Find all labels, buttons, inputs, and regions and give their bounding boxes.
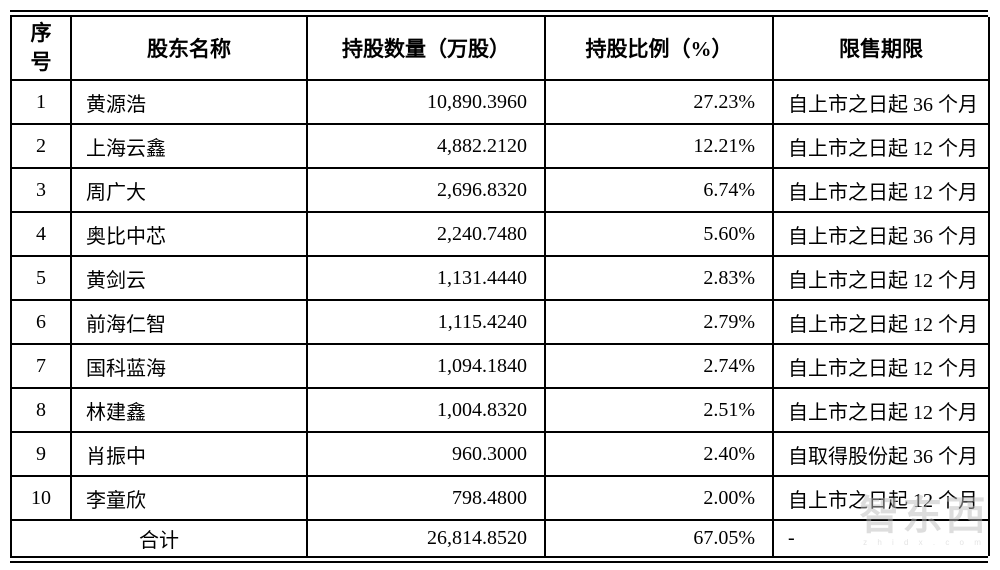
- cell-shares-held: 1,131.4440: [306, 255, 546, 301]
- table-row: 1 黄源浩 10,890.3960 27.23% 自上市之日起 36 个月: [10, 79, 990, 125]
- cell-shares-held: 2,240.7480: [306, 211, 546, 257]
- table-total-row: 合计 26,814.8520 67.05% -: [10, 519, 990, 556]
- cell-shares-held: 960.3000: [306, 431, 546, 477]
- cell-shareholder-name: 上海云鑫: [70, 123, 308, 169]
- cell-share-ratio: 5.60%: [544, 211, 774, 257]
- cell-shareholder-name: 林建鑫: [70, 387, 308, 433]
- cell-share-ratio: 2.79%: [544, 299, 774, 345]
- cell-share-ratio: 2.83%: [544, 255, 774, 301]
- table-row: 9 肖振中 960.3000 2.40% 自取得股份起 36 个月: [10, 431, 990, 477]
- cell-lockup-period: 自上市之日起 12 个月: [772, 299, 990, 345]
- cell-share-ratio: 12.21%: [544, 123, 774, 169]
- cell-lockup-period: 自上市之日起 36 个月: [772, 79, 990, 125]
- table-row: 10 李童欣 798.4800 2.00% 自上市之日起 12 个月: [10, 475, 990, 521]
- cell-shareholder-name: 李童欣: [70, 475, 308, 521]
- table-header-row: 序号 股东名称 持股数量（万股） 持股比例（%） 限售期限: [10, 17, 990, 81]
- cell-total-ratio: 67.05%: [544, 519, 774, 556]
- header-cell-lockup-period: 限售期限: [772, 17, 990, 81]
- table-row: 2 上海云鑫 4,882.2120 12.21% 自上市之日起 12 个月: [10, 123, 990, 169]
- table-row: 4 奥比中芯 2,240.7480 5.60% 自上市之日起 36 个月: [10, 211, 990, 257]
- cell-lockup-period: 自上市之日起 12 个月: [772, 123, 990, 169]
- cell-shareholder-name: 前海仁智: [70, 299, 308, 345]
- cell-shareholder-name: 黄源浩: [70, 79, 308, 125]
- cell-lockup-period: 自上市之日起 12 个月: [772, 387, 990, 433]
- header-cell-serial: 序号: [10, 17, 72, 81]
- header-serial-label: 序号: [30, 20, 52, 74]
- cell-share-ratio: 6.74%: [544, 167, 774, 213]
- cell-serial: 2: [10, 123, 72, 169]
- cell-serial: 9: [10, 431, 72, 477]
- cell-serial: 1: [10, 79, 72, 125]
- cell-serial: 7: [10, 343, 72, 389]
- table-row: 7 国科蓝海 1,094.1840 2.74% 自上市之日起 12 个月: [10, 343, 990, 389]
- cell-shares-held: 798.4800: [306, 475, 546, 521]
- shareholder-table: 序号 股东名称 持股数量（万股） 持股比例（%） 限售期限 1 黄源浩 10,8…: [10, 17, 990, 556]
- table-row: 5 黄剑云 1,131.4440 2.83% 自上市之日起 12 个月: [10, 255, 990, 301]
- cell-shareholder-name: 周广大: [70, 167, 308, 213]
- cell-shares-held: 10,890.3960: [306, 79, 546, 125]
- cell-serial: 5: [10, 255, 72, 301]
- cell-shares-held: 1,094.1840: [306, 343, 546, 389]
- cell-share-ratio: 2.40%: [544, 431, 774, 477]
- cell-shareholder-name: 黄剑云: [70, 255, 308, 301]
- cell-share-ratio: 27.23%: [544, 79, 774, 125]
- cell-lockup-period: 自取得股份起 36 个月: [772, 431, 990, 477]
- cell-shares-held: 1,115.4240: [306, 299, 546, 345]
- cell-lockup-period: 自上市之日起 12 个月: [772, 167, 990, 213]
- cell-shares-held: 2,696.8320: [306, 167, 546, 213]
- cell-lockup-period: 自上市之日起 12 个月: [772, 343, 990, 389]
- cell-serial: 3: [10, 167, 72, 213]
- header-cell-shareholder-name: 股东名称: [70, 17, 308, 81]
- cell-serial: 4: [10, 211, 72, 257]
- shareholder-table-wrap: 序号 股东名称 持股数量（万股） 持股比例（%） 限售期限 1 黄源浩 10,8…: [10, 10, 990, 563]
- cell-serial: 10: [10, 475, 72, 521]
- cell-share-ratio: 2.00%: [544, 475, 774, 521]
- cell-total-label: 合计: [10, 519, 308, 556]
- header-cell-share-ratio: 持股比例（%）: [544, 17, 774, 81]
- header-cell-shares-held: 持股数量（万股）: [306, 17, 546, 81]
- cell-share-ratio: 2.51%: [544, 387, 774, 433]
- cell-share-ratio: 2.74%: [544, 343, 774, 389]
- cell-shareholder-name: 肖振中: [70, 431, 308, 477]
- cell-serial: 8: [10, 387, 72, 433]
- table-row: 6 前海仁智 1,115.4240 2.79% 自上市之日起 12 个月: [10, 299, 990, 345]
- cell-lockup-period: 自上市之日起 36 个月: [772, 211, 990, 257]
- cell-lockup-period: 自上市之日起 12 个月: [772, 255, 990, 301]
- table-row: 3 周广大 2,696.8320 6.74% 自上市之日起 12 个月: [10, 167, 990, 213]
- cell-total-shares: 26,814.8520: [306, 519, 546, 556]
- cell-shares-held: 1,004.8320: [306, 387, 546, 433]
- cell-serial: 6: [10, 299, 72, 345]
- cell-shareholder-name: 奥比中芯: [70, 211, 308, 257]
- cell-total-period: -: [772, 519, 990, 556]
- cell-shareholder-name: 国科蓝海: [70, 343, 308, 389]
- cell-shares-held: 4,882.2120: [306, 123, 546, 169]
- table-row: 8 林建鑫 1,004.8320 2.51% 自上市之日起 12 个月: [10, 387, 990, 433]
- cell-lockup-period: 自上市之日起 12 个月: [772, 475, 990, 521]
